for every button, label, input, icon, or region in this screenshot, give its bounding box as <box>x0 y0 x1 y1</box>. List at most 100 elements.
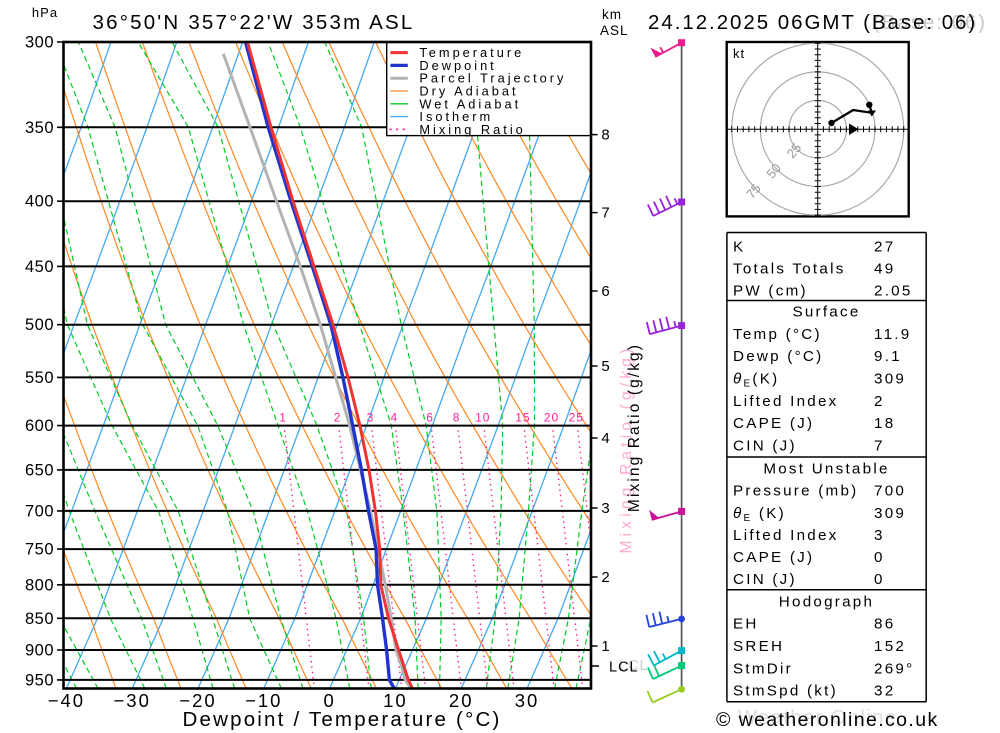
svg-text:8: 8 <box>601 127 609 144</box>
svg-text:25: 25 <box>569 411 584 425</box>
svg-text:K: K <box>733 239 745 256</box>
svg-text:LCL: LCL <box>609 660 639 676</box>
svg-text:20: 20 <box>544 411 559 425</box>
svg-text:km: km <box>602 7 622 22</box>
svg-text:700: 700 <box>874 483 906 500</box>
svg-text:Mixing Ratio: Mixing Ratio <box>419 122 525 137</box>
svg-text:800: 800 <box>25 576 54 594</box>
svg-text:Temp (°C): Temp (°C) <box>733 326 822 343</box>
svg-text:Parcel Trajectory: Parcel Trajectory <box>419 71 566 86</box>
svg-text:0: 0 <box>323 690 335 711</box>
svg-text:3: 3 <box>601 500 609 517</box>
svg-text:2.05: 2.05 <box>874 283 913 300</box>
svg-text:CAPE (J): CAPE (J) <box>733 415 814 432</box>
svg-text:152: 152 <box>874 638 906 655</box>
svg-text:36°50'N 357°22'W 353m ASL: 36°50'N 357°22'W 353m ASL <box>93 11 415 34</box>
svg-text:Most Unstable: Most Unstable <box>763 461 889 478</box>
svg-text:49: 49 <box>874 261 895 278</box>
svg-text:−30: −30 <box>114 690 151 711</box>
svg-text:StmDir: StmDir <box>733 660 793 677</box>
svg-text:10: 10 <box>383 690 408 711</box>
svg-text:Lifted Index: Lifted Index <box>733 393 839 410</box>
svg-text:θE(K): θE(K) <box>733 371 779 390</box>
svg-text:6: 6 <box>426 411 434 425</box>
svg-text:900: 900 <box>25 642 54 660</box>
svg-text:kt: kt <box>733 46 745 61</box>
svg-text:CIN (J): CIN (J) <box>733 438 797 455</box>
svg-text:950: 950 <box>25 671 54 689</box>
svg-text:20: 20 <box>449 690 474 711</box>
svg-text:3: 3 <box>874 527 885 544</box>
svg-text:0: 0 <box>874 571 885 588</box>
svg-text:450: 450 <box>25 258 54 276</box>
svg-text:600: 600 <box>25 417 54 435</box>
svg-text:2: 2 <box>874 393 885 410</box>
svg-text:SREH: SREH <box>733 638 784 655</box>
svg-text:EH: EH <box>733 616 759 633</box>
svg-text:−20: −20 <box>179 690 216 711</box>
svg-text:Pressure (mb): Pressure (mb) <box>733 483 858 500</box>
svg-text:7: 7 <box>601 205 609 222</box>
svg-text:269°: 269° <box>874 660 914 677</box>
svg-text:4: 4 <box>390 411 398 425</box>
svg-text:650: 650 <box>25 461 54 479</box>
svg-text:LCL: LCL <box>619 658 649 674</box>
svg-text:9.1: 9.1 <box>874 348 902 365</box>
svg-text:CAPE (J): CAPE (J) <box>733 549 814 566</box>
svg-text:15: 15 <box>515 411 530 425</box>
svg-text:Totals Totals: Totals Totals <box>733 261 846 278</box>
svg-text:1: 1 <box>279 411 287 425</box>
svg-text:10: 10 <box>475 411 490 425</box>
svg-text:7: 7 <box>874 438 885 455</box>
svg-text:(Base: 06): (Base: 06) <box>873 11 987 34</box>
svg-text:Isotherm: Isotherm <box>419 109 493 124</box>
svg-text:Lifted Index: Lifted Index <box>733 527 839 544</box>
svg-text:1: 1 <box>601 638 609 655</box>
svg-text:θE (K): θE (K) <box>733 505 786 524</box>
svg-text:750: 750 <box>25 541 54 559</box>
svg-text:6: 6 <box>601 283 609 300</box>
svg-text:32: 32 <box>874 683 895 700</box>
svg-text:850: 850 <box>25 610 54 628</box>
svg-text:300: 300 <box>25 34 54 52</box>
svg-text:2: 2 <box>601 569 609 586</box>
svg-text:3: 3 <box>367 411 375 425</box>
svg-text:24.12.2025 06GMT (Base: 06): 24.12.2025 06GMT (Base: 06) <box>648 11 977 34</box>
svg-text:4: 4 <box>601 430 609 447</box>
svg-text:−10: −10 <box>245 690 282 711</box>
svg-text:309: 309 <box>874 371 906 388</box>
svg-text:Weather Online: Weather Online <box>738 707 898 729</box>
svg-text:Wet Adiabat: Wet Adiabat <box>419 96 521 111</box>
svg-text:86: 86 <box>874 616 895 633</box>
svg-text:ASL: ASL <box>600 23 629 38</box>
svg-text:Dewp (°C): Dewp (°C) <box>733 348 823 365</box>
svg-text:Surface: Surface <box>792 304 860 321</box>
svg-text:2: 2 <box>334 411 342 425</box>
svg-text:hPa: hPa <box>32 5 58 20</box>
svg-text:30: 30 <box>515 690 540 711</box>
svg-text:© weatheronline.co.uk: © weatheronline.co.uk <box>716 709 939 731</box>
svg-text:Dewpoint / Temperature (°C): Dewpoint / Temperature (°C) <box>182 708 501 731</box>
svg-text:500: 500 <box>25 316 54 334</box>
svg-text:Dewpoint: Dewpoint <box>419 58 496 73</box>
svg-text:27: 27 <box>874 239 895 256</box>
svg-text:Dry Adiabat: Dry Adiabat <box>419 84 518 99</box>
svg-text:Mixing Ratio (g/kg): Mixing Ratio (g/kg) <box>626 343 643 512</box>
svg-text:CIN (J): CIN (J) <box>733 571 797 588</box>
svg-text:550: 550 <box>25 369 54 387</box>
svg-text:11.9: 11.9 <box>874 326 911 343</box>
svg-text:Hodograph: Hodograph <box>779 594 874 611</box>
svg-text:Temperature: Temperature <box>419 45 524 60</box>
svg-text:PW (cm): PW (cm) <box>733 283 808 300</box>
svg-text:350: 350 <box>25 119 54 137</box>
svg-text:8: 8 <box>453 411 461 425</box>
svg-text:400: 400 <box>25 193 54 211</box>
svg-text:StmSpd (kt): StmSpd (kt) <box>733 683 838 700</box>
svg-text:−40: −40 <box>48 690 85 711</box>
svg-text:18: 18 <box>874 415 895 432</box>
svg-text:Mixing Ratio (g/kg): Mixing Ratio (g/kg) <box>618 344 635 553</box>
svg-text:5: 5 <box>601 358 609 375</box>
svg-text:700: 700 <box>25 502 54 520</box>
svg-text:0: 0 <box>874 549 885 566</box>
svg-text:309: 309 <box>874 505 906 522</box>
